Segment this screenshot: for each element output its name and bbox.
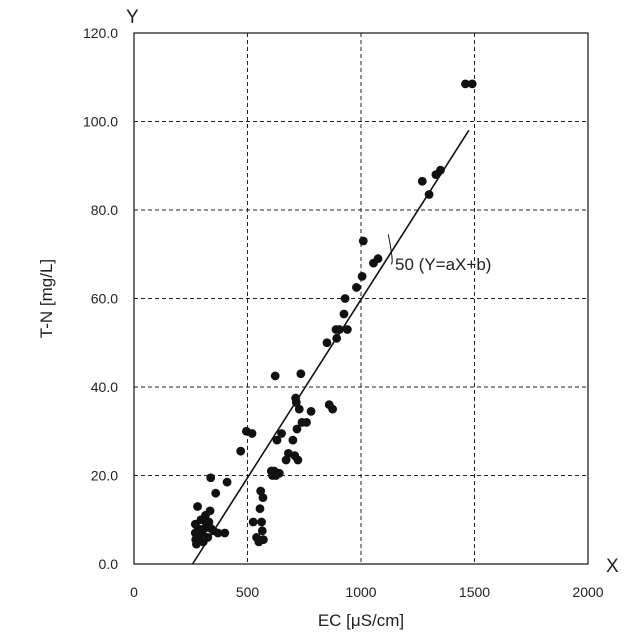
data-point-42 xyxy=(277,429,286,438)
y-tick-label-4: 80.0 xyxy=(91,202,118,218)
data-point-60 xyxy=(332,334,341,343)
data-point-54 xyxy=(302,418,311,427)
x-corner-label: X xyxy=(606,556,619,577)
x-tick-label-4: 2000 xyxy=(572,584,603,600)
annotation-leader xyxy=(388,234,392,264)
y-tick-label-1: 20.0 xyxy=(91,468,118,484)
data-point-22 xyxy=(223,478,232,487)
data-point-63 xyxy=(341,294,350,303)
y-tick-label-2: 40.0 xyxy=(91,379,118,395)
data-point-56 xyxy=(323,338,332,347)
x-tick-labels: 0 500 1000 1500 2000 xyxy=(130,584,604,600)
data-point-25 xyxy=(248,429,257,438)
data-point-67 xyxy=(359,237,368,246)
data-point-33 xyxy=(259,493,268,502)
data-point-70 xyxy=(418,177,427,186)
fit-annotation: 50 (Y=aX+b) xyxy=(395,255,491,274)
data-point-38 xyxy=(271,372,280,381)
data-point-55 xyxy=(307,407,316,416)
y-axis-title: T-N [mg/L] xyxy=(37,259,56,338)
data-point-4 xyxy=(193,502,202,511)
data-point-65 xyxy=(352,283,361,292)
y-tick-label-6: 120.0 xyxy=(83,25,118,41)
x-axis-title: EC [μS/cm] xyxy=(318,611,404,630)
x-tick-label-2: 1000 xyxy=(345,584,376,600)
x-tick-label-0: 0 xyxy=(130,584,138,600)
data-point-32 xyxy=(258,526,267,535)
data-point-58 xyxy=(328,405,337,414)
x-tick-label-1: 500 xyxy=(236,584,260,600)
y-tick-label-0: 0.0 xyxy=(99,556,119,572)
data-point-29 xyxy=(256,504,265,513)
data-point-26 xyxy=(249,518,258,527)
data-point-23 xyxy=(236,447,245,456)
data-point-34 xyxy=(259,535,268,544)
data-point-51 xyxy=(295,405,304,414)
x-tick-label-3: 1500 xyxy=(459,584,490,600)
data-point-19 xyxy=(211,489,220,498)
y-corner-label: Y xyxy=(126,7,139,28)
data-point-45 xyxy=(289,436,298,445)
data-point-21 xyxy=(220,529,229,538)
data-point-62 xyxy=(340,310,349,319)
y-tick-label-5: 100.0 xyxy=(83,114,118,130)
data-point-50 xyxy=(293,456,302,465)
data-point-75 xyxy=(468,79,477,88)
data-point-31 xyxy=(257,518,266,527)
y-tick-labels: 0.0 20.0 40.0 60.0 80.0 100.0 120.0 xyxy=(83,25,118,572)
data-point-66 xyxy=(358,272,367,281)
data-point-61 xyxy=(335,325,344,334)
data-points xyxy=(191,79,477,548)
data-point-41 xyxy=(275,469,284,478)
data-point-15 xyxy=(206,507,215,516)
data-point-16 xyxy=(206,473,215,482)
y-tick-label-3: 60.0 xyxy=(91,291,118,307)
data-point-52 xyxy=(296,369,305,378)
data-point-73 xyxy=(436,166,445,175)
data-point-71 xyxy=(425,190,434,199)
data-point-13 xyxy=(203,533,212,542)
data-point-64 xyxy=(343,325,352,334)
data-point-69 xyxy=(374,254,383,263)
